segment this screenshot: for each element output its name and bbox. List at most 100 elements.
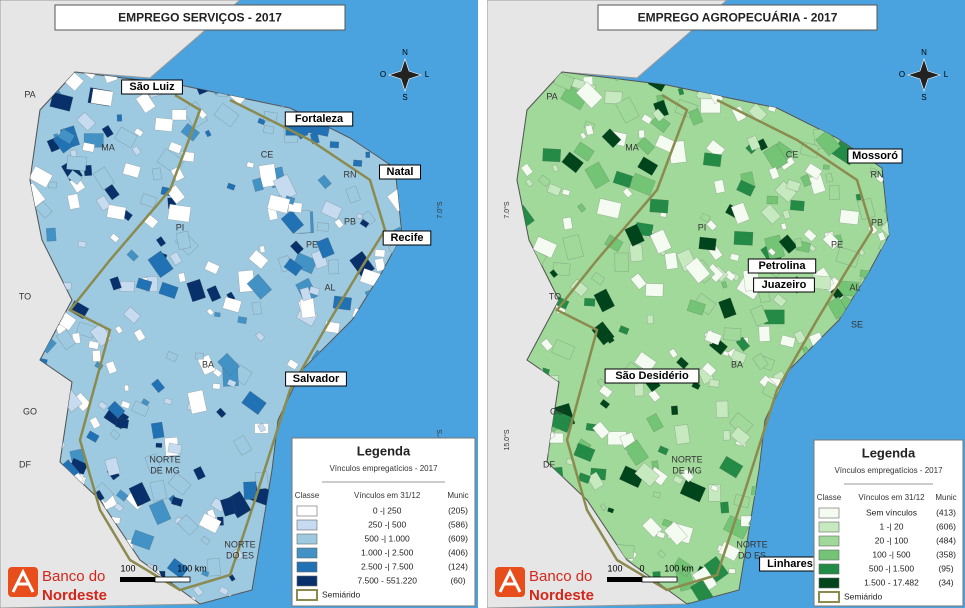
municipality (169, 251, 183, 266)
municipality (154, 117, 174, 132)
municipality (723, 269, 737, 282)
municipality (251, 301, 263, 316)
legend-range: 0 -| 250 (373, 505, 402, 515)
scale-label: 100 (607, 563, 622, 573)
city-box (382, 230, 432, 246)
legend-header: Munic (447, 491, 468, 500)
state-label: SE (851, 319, 863, 329)
municipality (645, 283, 664, 297)
municipality (204, 129, 212, 138)
municipality (167, 141, 183, 155)
municipality (207, 558, 221, 577)
municipality (316, 222, 329, 232)
municipality (55, 328, 77, 351)
municipality (131, 145, 142, 156)
municipality (604, 90, 623, 105)
municipality (575, 81, 604, 109)
municipality (257, 422, 267, 433)
logo-mark (498, 568, 522, 593)
scale-bar (641, 576, 678, 583)
legend-semiarid: Semiárido (844, 591, 883, 601)
municipality (646, 413, 664, 433)
municipality (780, 222, 788, 231)
municipality (109, 276, 122, 291)
state-label: DO ES (738, 550, 766, 560)
municipality (101, 124, 114, 138)
municipality (584, 124, 595, 136)
municipality (320, 200, 343, 221)
legend-range: 100 -| 500 (872, 549, 910, 559)
municipality (374, 249, 386, 258)
municipality (586, 471, 605, 491)
municipality (670, 405, 679, 416)
municipality (104, 457, 121, 477)
municipality (48, 181, 57, 189)
municipality (90, 88, 114, 107)
municipality (647, 388, 661, 403)
municipality (822, 231, 841, 250)
scale-bar (154, 576, 191, 583)
legend-count: (406) (448, 547, 468, 557)
municipality (166, 557, 189, 579)
municipality (822, 164, 830, 170)
municipality (109, 233, 120, 244)
legend-subtitle: Vínculos empregatícios - 2017 (834, 466, 943, 475)
municipality (135, 91, 156, 114)
municipality (151, 167, 163, 181)
state-label: CE (786, 149, 799, 159)
state-label: NORTE (736, 539, 767, 549)
state-label: TO (549, 291, 561, 301)
city-label: Natal (387, 166, 414, 178)
state-label: NORTE (224, 539, 255, 549)
legend-count: (60) (450, 575, 465, 585)
municipality (762, 143, 789, 171)
municipality (78, 72, 100, 80)
municipality (226, 182, 236, 191)
municipality (722, 514, 751, 540)
municipality (35, 200, 53, 219)
compass-letter: S (402, 93, 407, 102)
logo-text: Banco do (42, 568, 105, 585)
municipality (684, 256, 711, 284)
municipality (708, 379, 720, 388)
municipality (599, 503, 608, 512)
municipality (758, 325, 771, 342)
state-label: NORTE (671, 454, 702, 464)
municipality (551, 338, 576, 361)
municipality (591, 420, 611, 440)
municipality (139, 193, 158, 209)
municipality (584, 161, 610, 190)
municipality (128, 481, 152, 508)
municipality (187, 389, 208, 415)
state-label: AL (849, 282, 860, 292)
municipality (105, 360, 118, 375)
municipality (87, 340, 100, 350)
municipality (175, 230, 192, 250)
municipality (768, 166, 780, 180)
municipality (720, 501, 730, 514)
municipality (730, 202, 751, 225)
municipality (715, 400, 729, 418)
legend-header: Vínculos em 31/12 (354, 491, 421, 500)
municipality (104, 183, 120, 201)
municipality (577, 203, 587, 213)
municipality (150, 421, 165, 440)
state-label: DE MG (150, 465, 180, 475)
municipality (560, 84, 589, 111)
city-label: Linhares (767, 558, 813, 570)
municipality (624, 223, 645, 247)
legend-swatch (296, 547, 318, 559)
municipality (730, 349, 748, 364)
municipality (258, 163, 278, 188)
legend-count: (124) (448, 561, 468, 571)
municipality (855, 193, 862, 201)
municipality (200, 535, 211, 546)
legend-swatch (296, 575, 318, 587)
municipality (542, 148, 562, 163)
municipality (151, 378, 166, 394)
municipality (674, 424, 691, 445)
municipality (710, 484, 719, 492)
municipality (45, 227, 57, 242)
scale-label: 0 (152, 563, 157, 573)
municipality (703, 555, 729, 583)
